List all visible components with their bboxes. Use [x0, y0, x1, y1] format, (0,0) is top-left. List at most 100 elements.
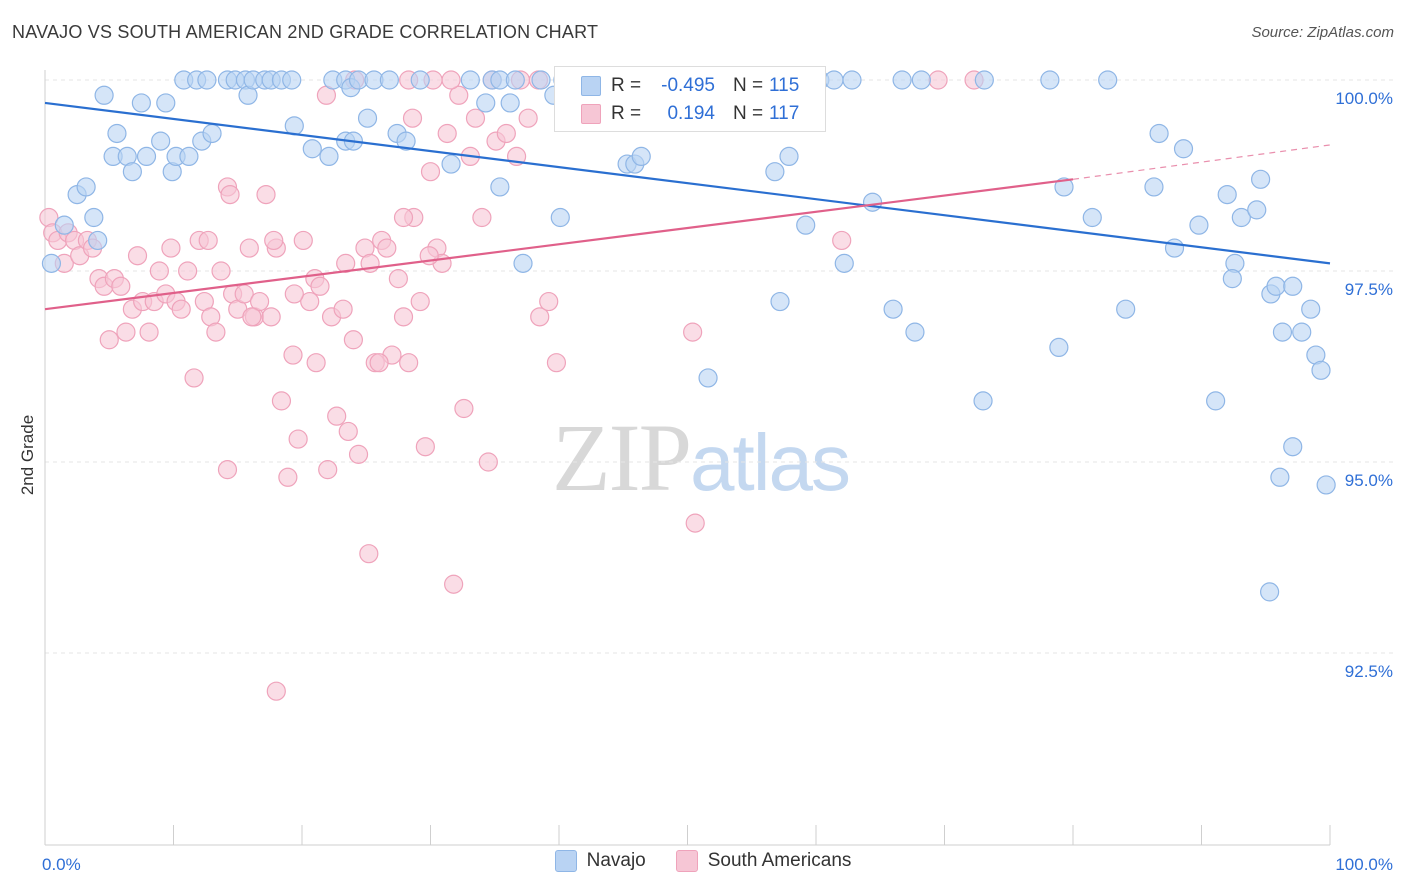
navajo-point [156, 93, 176, 113]
south-americans-point [539, 291, 559, 312]
stats-legend-box: R = -0.495 N = 115 R = 0.194 N = 117 [554, 66, 826, 132]
navajo-point [1272, 322, 1293, 342]
south-americans-point [310, 276, 330, 296]
south-americans-point [198, 230, 218, 251]
navajo-point [770, 291, 790, 312]
navajo-point [379, 70, 399, 90]
south-americans-point [683, 322, 703, 342]
stats-row-navajo: R = -0.495 N = 115 [555, 71, 825, 101]
navajo-point [41, 253, 62, 273]
south-americans-point [437, 123, 457, 144]
navajo-point [1311, 360, 1331, 380]
south-americans-point [239, 238, 259, 258]
south-americans-point [256, 185, 276, 205]
south-americans-point [327, 406, 347, 426]
legend-item-south: South Americans [675, 850, 851, 872]
navajo-point [302, 139, 322, 159]
navajo-point [531, 70, 551, 90]
bottom-legend: Navajo South Americans [0, 850, 1406, 872]
south-americans-point [415, 437, 435, 457]
south-americans-point [377, 238, 397, 258]
navajo-point [131, 93, 151, 113]
navajo-point [1301, 299, 1321, 319]
south-americans-point [393, 207, 414, 228]
y-tick-label: 97.5% [1345, 280, 1393, 299]
navajo-point [1206, 391, 1226, 411]
navajo-point [179, 146, 199, 166]
navajo-point [284, 116, 304, 136]
south-americans-point [369, 353, 389, 373]
source-label: Source: ZipAtlas.com [1251, 24, 1394, 41]
navajo-point [1149, 123, 1169, 144]
south-americans-point [149, 261, 169, 281]
south-americans-point [300, 291, 320, 312]
navajo-point [151, 131, 171, 151]
navajo-point [779, 146, 799, 166]
navajo-point [698, 368, 718, 388]
south-americans-point [116, 322, 136, 342]
navajo-point [1283, 437, 1303, 457]
navajo-point [1222, 269, 1242, 289]
south-americans-points [39, 70, 984, 701]
navajo-point [973, 391, 993, 411]
navajo-point [550, 207, 570, 228]
navajo-point [197, 70, 217, 90]
navajo-point [1217, 185, 1237, 205]
south-americans-point [217, 460, 238, 480]
south-americans-point [441, 70, 461, 90]
south-americans-point [288, 429, 308, 449]
south-americans-point [111, 276, 131, 296]
watermark-zip: ZIP [552, 404, 692, 511]
navajo-point [202, 123, 222, 144]
navajo-point [1316, 475, 1336, 495]
south-americans-point [99, 330, 119, 350]
r-label: R = [611, 75, 642, 96]
navajo-point [1283, 276, 1303, 296]
navajo-point [1164, 238, 1185, 258]
navajo-point [357, 108, 378, 128]
south-americans-point [832, 230, 852, 251]
south-americans-point [399, 353, 419, 373]
navajo-point [410, 70, 430, 90]
south-americans-point [271, 391, 292, 411]
navajo-point [834, 253, 854, 273]
navajo-point [513, 253, 533, 273]
navajo-point [505, 70, 525, 90]
navajo-point [974, 70, 994, 90]
y-tick-label: 92.5% [1345, 662, 1393, 681]
south-americans-point [496, 123, 516, 144]
south-americans-point [127, 246, 148, 266]
south-americans-point [264, 230, 284, 251]
navajo-point [88, 230, 108, 251]
south-americans-point [420, 162, 441, 182]
navajo-n-value: 115 [769, 75, 800, 96]
navajo-point [883, 299, 903, 319]
south-swatch [581, 104, 601, 124]
south-americans-point [306, 353, 326, 373]
south-americans-point [402, 108, 423, 128]
navajo-point [54, 215, 74, 235]
navajo-point [460, 70, 480, 90]
navajo-point [1266, 276, 1286, 296]
navajo-r-value: -0.495 [661, 75, 715, 96]
navajo-point [1247, 200, 1267, 220]
south-americans-trend-line [44, 178, 1074, 311]
south-americans-point [472, 207, 492, 228]
south-americans-point [261, 307, 281, 327]
south-americans-point [249, 291, 270, 312]
navajo-point [122, 162, 142, 182]
navajo-point [441, 154, 461, 174]
south-americans-point [449, 85, 469, 105]
navajo-legend-swatch [554, 850, 577, 872]
south-americans-trend-extension [1072, 144, 1331, 180]
south-legend-swatch [675, 850, 698, 872]
south-americans-point [478, 452, 498, 472]
south-americans-point [283, 345, 303, 365]
navajo-point [476, 93, 496, 113]
navajo-point [1189, 215, 1209, 235]
south-americans-point [293, 230, 313, 251]
south-americans-point [336, 253, 356, 273]
south-americans-point [220, 185, 240, 205]
tick-labels: 100.0% 97.5% 95.0% 92.5% 0.0% 100.0% [42, 89, 1393, 874]
